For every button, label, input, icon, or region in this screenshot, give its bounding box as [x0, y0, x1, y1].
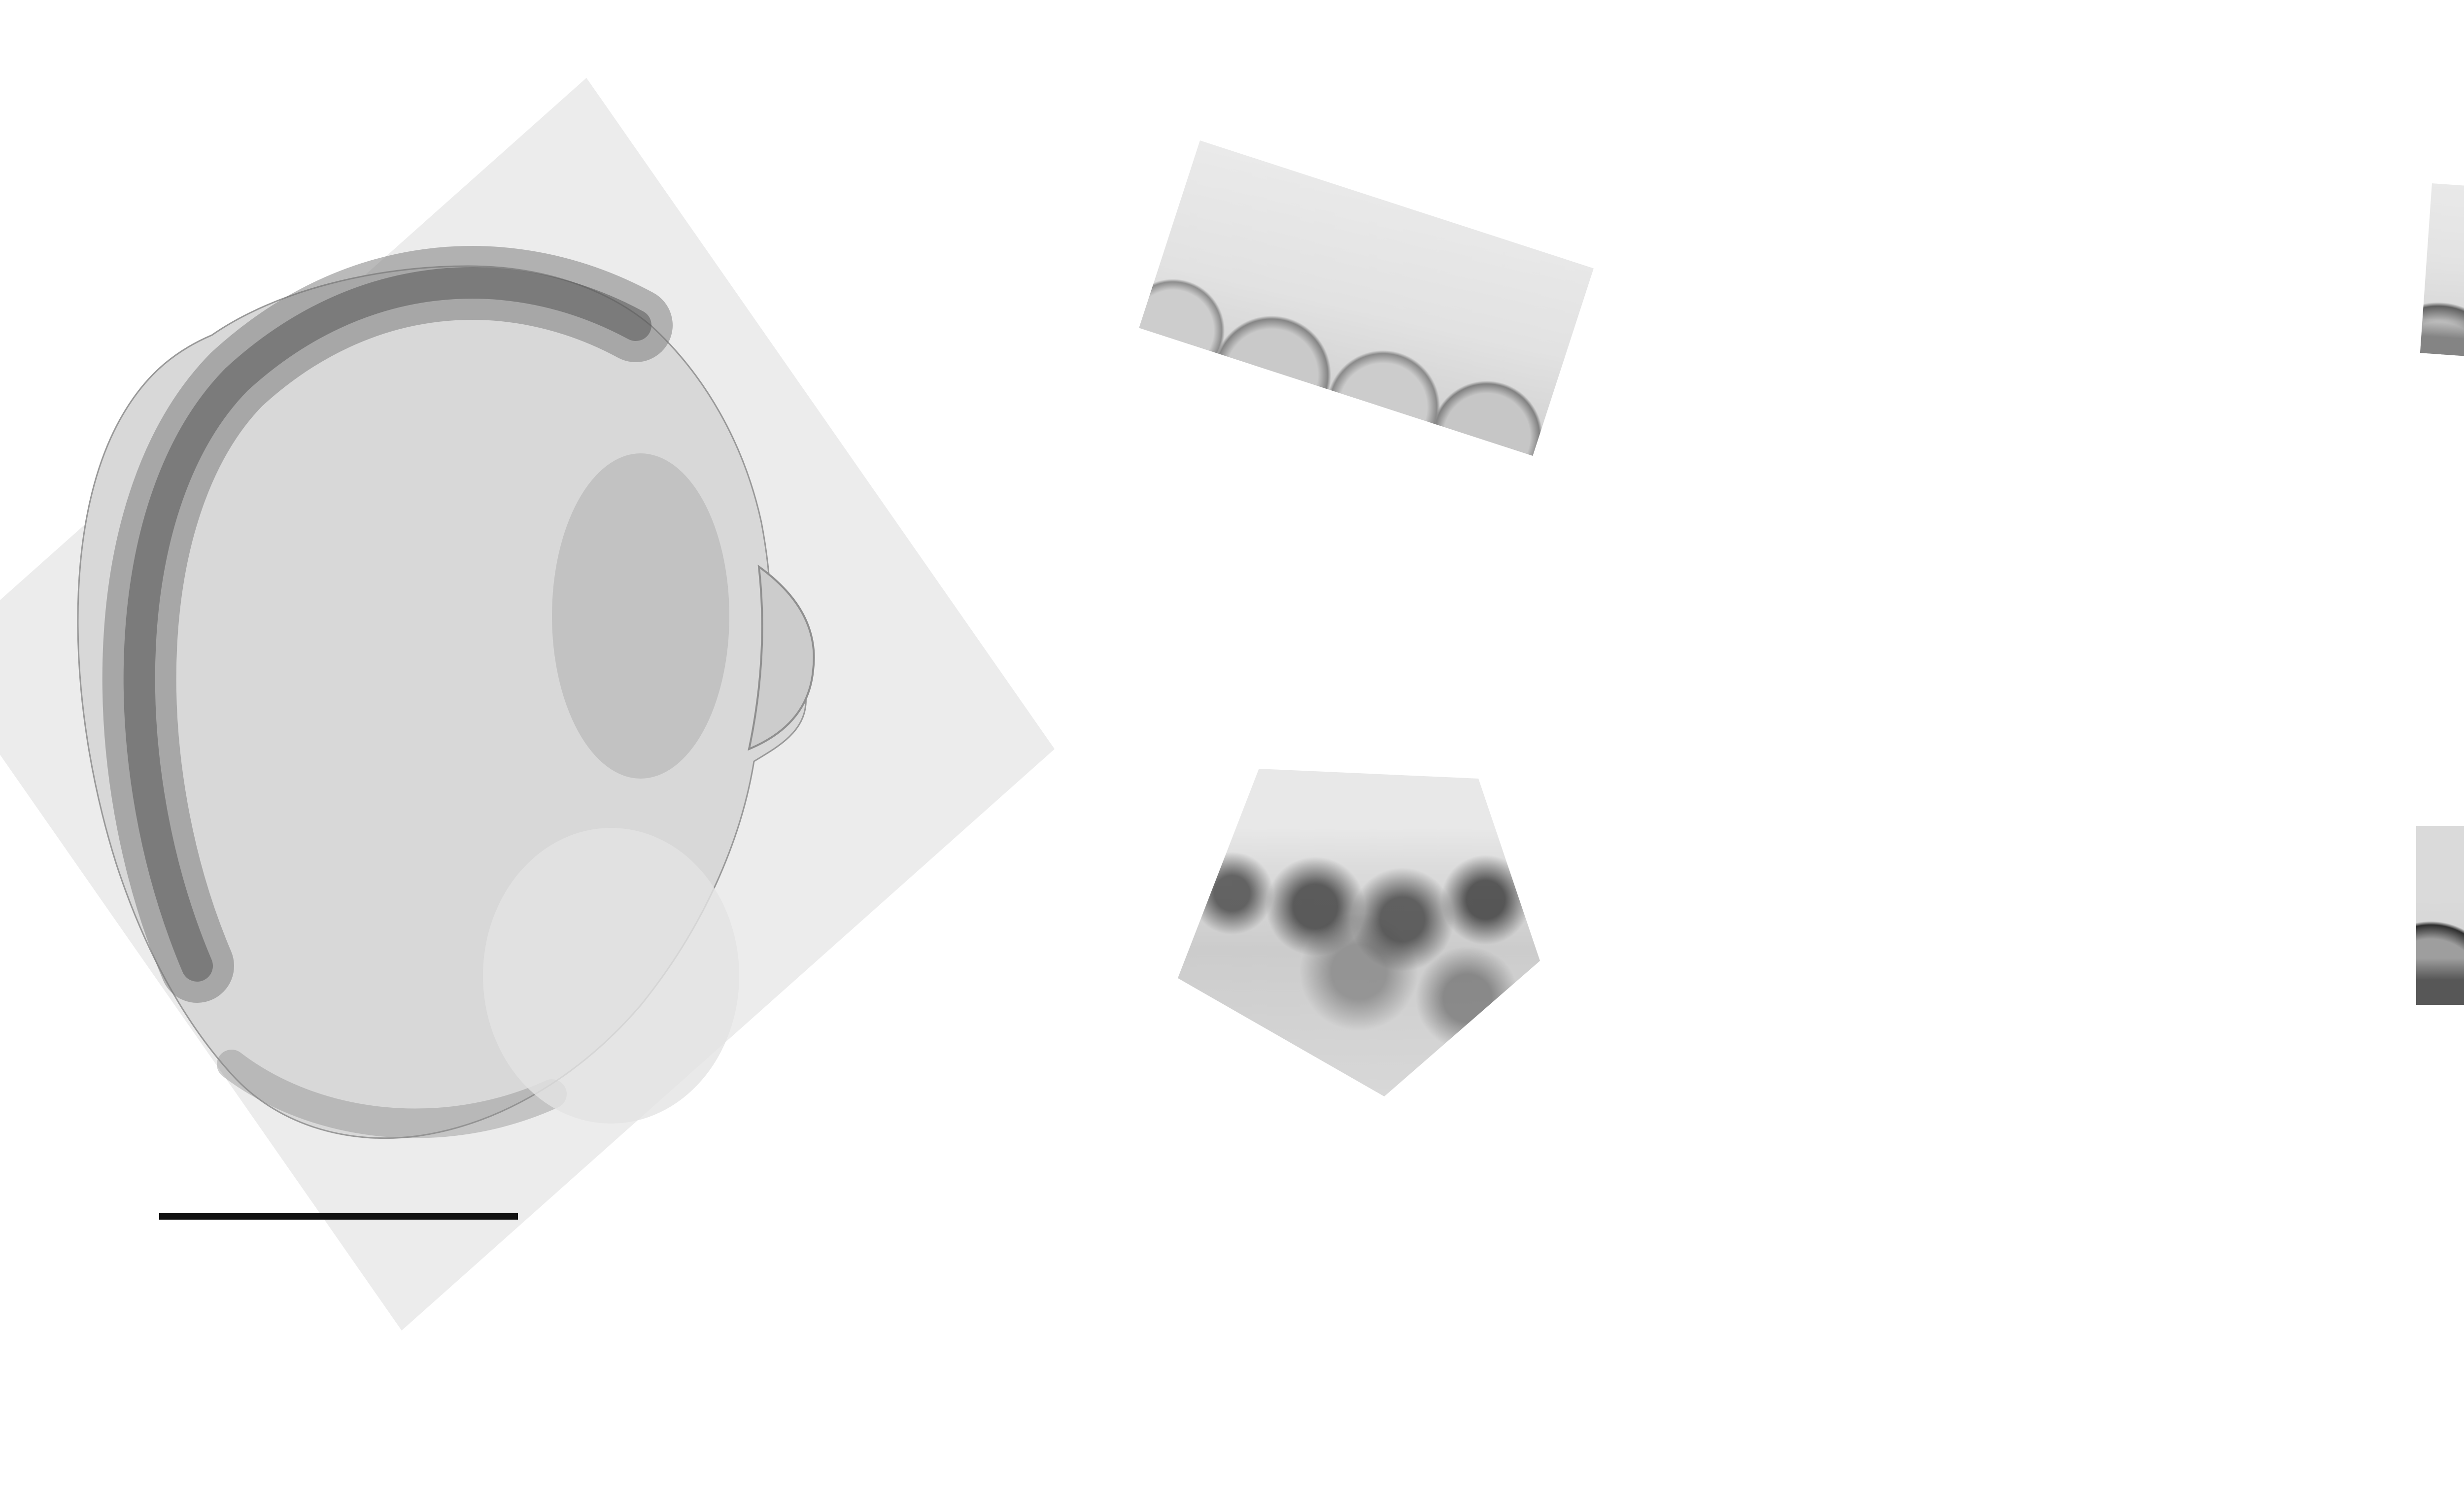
- focus-shading: [552, 453, 729, 779]
- scale-right-notch: [748, 564, 815, 751]
- anterior-dark-band-core: [123, 267, 651, 982]
- scale-bar: [159, 1213, 518, 1220]
- posterior-flap: [483, 828, 739, 1124]
- micrograph-crop-7-8: [2416, 826, 2464, 1005]
- posterior-margin-band: [217, 1050, 567, 1138]
